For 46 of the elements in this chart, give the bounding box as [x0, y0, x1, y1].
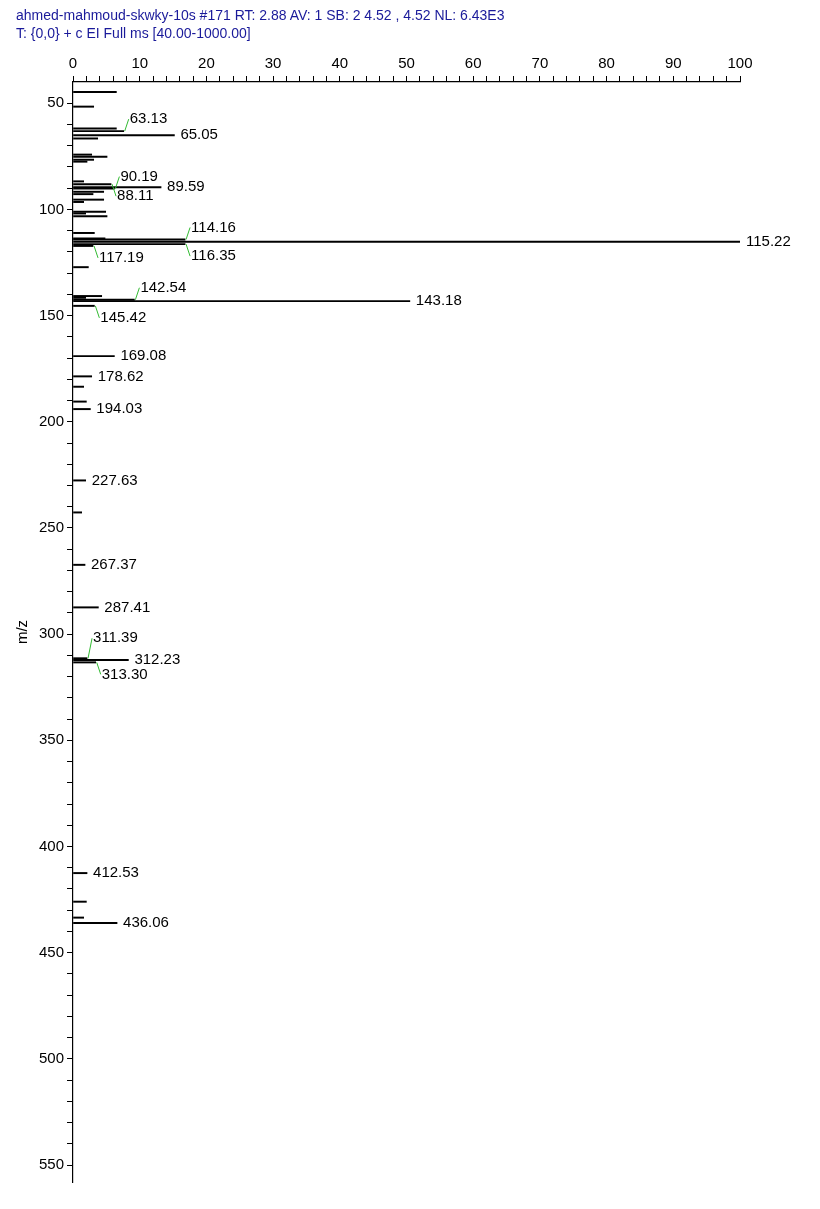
y-axis-title: m/z [13, 619, 31, 645]
y-tick-label: 350 [39, 730, 65, 748]
annotation: 178.62 [97, 366, 144, 384]
annotation: 116.35 [191, 246, 236, 264]
x-tick-label: 90 [664, 54, 682, 72]
x-tick-label: 40 [331, 54, 349, 72]
annotation: 142.54 [140, 277, 187, 295]
chart-title: ahmed-mahmoud-skwky-10s #171 RT: 2.88 AV: 1 SB: 2 4.52 , 4.52 NL: 6.43E3 [16, 6, 506, 24]
annotation: 114.16 [191, 217, 236, 235]
annotation: 287.41 [104, 597, 151, 615]
annotation: 115.22 [746, 231, 791, 249]
annotation: 145.42 [100, 308, 147, 326]
annotation: 143.18 [415, 291, 462, 309]
y-tick-label: 150 [39, 305, 65, 323]
x-tick-label: 20 [198, 54, 215, 72]
annotation: 90.19 [120, 166, 158, 184]
annotation: 65.05 [180, 125, 218, 143]
annotation: 169.08 [120, 346, 167, 364]
y-tick-label: 500 [39, 1048, 65, 1066]
x-tick-label: 10 [131, 54, 149, 72]
annotation: 311.39 [93, 628, 138, 646]
y-tick-label: 400 [39, 836, 65, 854]
x-tick-label: 30 [264, 54, 282, 72]
y-tick-label: 300 [39, 624, 65, 642]
y-tick-label: 450 [39, 942, 65, 960]
annotation: 267.37 [91, 554, 137, 572]
annotation: 88.11 [117, 186, 154, 204]
x-tick-label: 70 [531, 54, 549, 72]
y-tick-label: 550 [39, 1155, 65, 1173]
annotation: 436.06 [123, 913, 169, 931]
x-tick-label: 60 [464, 54, 482, 72]
x-tick-label: 80 [598, 54, 615, 72]
y-tick-label: 250 [39, 518, 65, 536]
y-tick-label: 100 [39, 199, 65, 217]
x-tick-label: 0 [68, 54, 78, 72]
annotation: 89.59 [167, 177, 205, 195]
annotation: 194.03 [96, 399, 143, 417]
annotation: 227.63 [91, 470, 138, 488]
y-tick-label: 50 [47, 93, 65, 111]
annotation: 412.53 [93, 863, 139, 881]
annotation: 63.13 [129, 109, 168, 127]
x-tick-label: 50 [398, 54, 415, 72]
x-tick-label: 100 [727, 54, 753, 72]
annotation: 117.19 [99, 248, 144, 266]
y-tick-label: 200 [39, 411, 65, 429]
chart-subtitle: T: {0,0} + c EI Full ms [40.00-1000.00] [16, 24, 252, 42]
